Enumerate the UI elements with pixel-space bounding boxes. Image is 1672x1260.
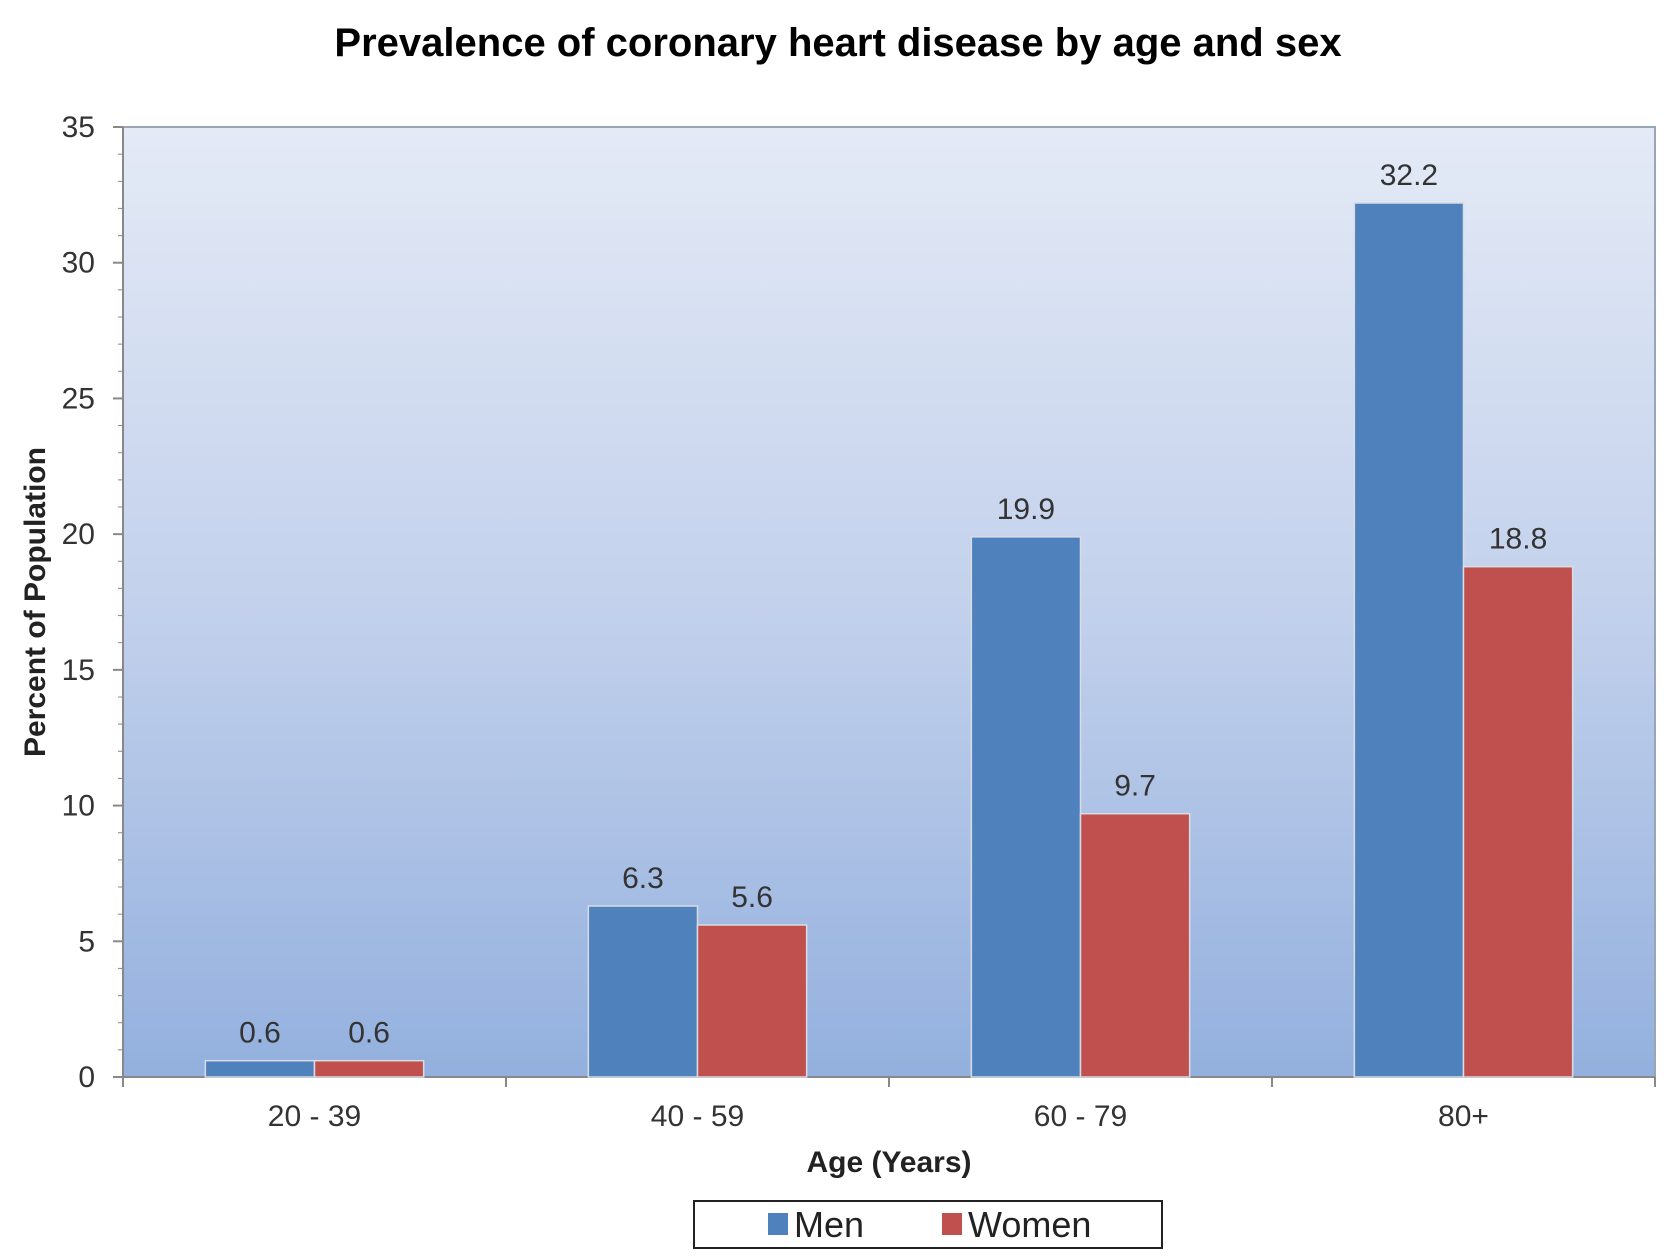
data-label-men: 32.2: [1380, 159, 1438, 192]
bar-women: [313, 1059, 425, 1078]
legend-label-men: Men: [794, 1204, 864, 1245]
bar-men: [970, 536, 1082, 1078]
bar-men: [1353, 202, 1465, 1078]
data-label-men: 0.6: [239, 1017, 281, 1050]
y-axis-title: Percent of Population: [19, 447, 52, 757]
legend-box: [693, 1200, 1163, 1249]
x-axis: 20 - 39 40 - 59 60 - 79 80+: [122, 1076, 1656, 1133]
data-label-men: 19.9: [997, 493, 1055, 526]
y-tick-label: 5: [78, 925, 95, 958]
y-tick-label: 30: [62, 247, 95, 280]
y-axis: 0 5 10 15 20 25 30 35: [62, 111, 124, 1094]
data-label-women: 9.7: [1114, 770, 1156, 803]
data-labels: 0.6 6.3 19.9 32.2 0.6 5.6 9.7 18.8: [239, 159, 1547, 1050]
data-label-women: 18.8: [1489, 523, 1547, 556]
x-tick-label: 40 - 59: [651, 1100, 744, 1133]
bar-women: [1079, 812, 1191, 1078]
legend: Men Women: [693, 1200, 1163, 1249]
legend-label-women: Women: [968, 1204, 1091, 1245]
x-tick-label: 60 - 79: [1034, 1100, 1127, 1133]
bars: [204, 202, 1574, 1078]
bar-women: [1462, 565, 1574, 1078]
bar-men: [587, 905, 699, 1078]
y-tick-label: 35: [62, 111, 95, 144]
x-tick-label: 20 - 39: [268, 1100, 361, 1133]
bar-men: [204, 1059, 316, 1078]
y-tick-label: 25: [62, 382, 95, 415]
y-tick-label: 20: [62, 518, 95, 551]
x-axis-title: Age (Years): [806, 1146, 971, 1179]
legend-swatch-men: [768, 1213, 788, 1235]
x-tick-label: 80+: [1438, 1100, 1489, 1133]
bar-women: [696, 924, 808, 1078]
y-tick-label: 10: [62, 790, 95, 823]
y-tick-label: 15: [62, 654, 95, 687]
y-tick-label: 0: [78, 1061, 95, 1094]
data-label-men: 6.3: [622, 862, 664, 895]
data-label-women: 5.6: [731, 881, 773, 914]
data-label-women: 0.6: [348, 1017, 390, 1050]
legend-swatch-women: [942, 1213, 962, 1235]
chart-title: Prevalence of coronary heart disease by …: [334, 21, 1341, 65]
